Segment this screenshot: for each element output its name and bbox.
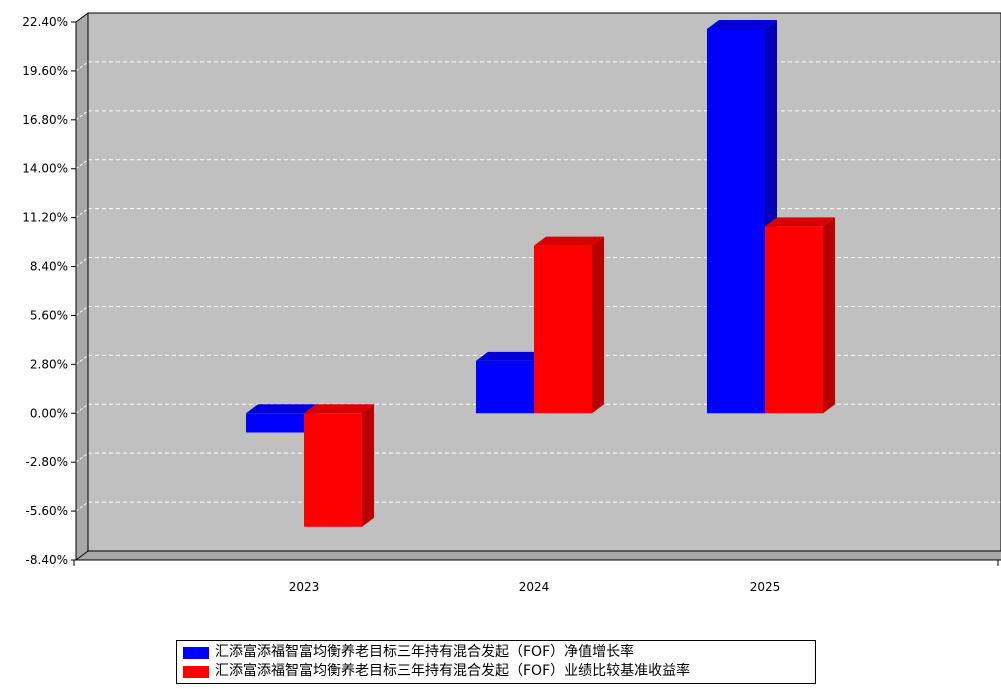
grid-line-side (75, 110, 89, 121)
grid-line-side (75, 61, 89, 72)
bar-series-1-2025 (707, 28, 765, 414)
bar-top-series-1-2025 (707, 19, 777, 29)
y-tick-label: 0.00% (30, 406, 68, 420)
legend-item-series-1: 汇添富添福智富均衡养老目标三年持有混合发起（FOF）净值增长率 (183, 643, 809, 662)
plot-floor (76, 551, 1001, 560)
y-tick-label: 14.00% (22, 162, 68, 176)
legend-label-series-2: 汇添富添福智富均衡养老目标三年持有混合发起（FOF）业绩比较基准收益率 (215, 663, 691, 679)
y-tick-label: 2.80% (30, 357, 68, 371)
grid-line-side (75, 354, 89, 365)
plot-left-wall (76, 13, 88, 560)
grid-line-side (75, 452, 89, 463)
y-tick-label: 22.40% (22, 15, 68, 29)
y-tick-label: -5.60% (26, 504, 68, 518)
x-tick-label: 2023 (289, 580, 320, 594)
axis-edge (75, 12, 89, 23)
legend-label-series-1: 汇添富添福智富均衡养老目标三年持有混合发起（FOF）净值增长率 (215, 644, 635, 660)
bar-side-series-2-2023 (362, 404, 374, 527)
legend-swatch-series-1 (183, 646, 209, 659)
grid-line-side (75, 159, 89, 170)
x-tick-label: 2024 (519, 580, 550, 594)
bar-series-1-2024 (476, 360, 534, 414)
bar-series-2-2024 (534, 245, 592, 414)
bar-side-series-2-2025 (823, 217, 835, 414)
y-tick-label: -2.80% (26, 455, 68, 469)
bar-series-2-2025 (765, 226, 823, 414)
bar-top-series-2-2024 (534, 236, 604, 246)
axis-edge (75, 550, 89, 561)
grid-line-side (75, 403, 89, 414)
legend: 汇添富添福智富均衡养老目标三年持有混合发起（FOF）净值增长率 汇添富添福智富均… (176, 640, 816, 684)
legend-swatch-series-2 (183, 665, 209, 678)
y-tick-label: 19.60% (22, 64, 68, 78)
x-tick-label: 2025 (750, 580, 781, 594)
legend-item-series-2: 汇添富添福智富均衡养老目标三年持有混合发起（FOF）业绩比较基准收益率 (183, 662, 809, 681)
grid-line-side (75, 501, 89, 512)
grid-line-side (75, 306, 89, 316)
bar-series-1-2023 (246, 413, 304, 433)
plot-border (87, 12, 1001, 552)
bar-top-series-1-2023 (246, 404, 316, 414)
bar-top-series-2-2025 (765, 217, 835, 227)
y-tick-label: 8.40% (30, 260, 68, 274)
y-tick-label: 11.20% (22, 211, 68, 225)
bar-series-2-2023 (304, 413, 362, 527)
bar-top-series-1-2024 (476, 351, 546, 361)
bar-side-series-2-2024 (592, 236, 604, 414)
y-tick-label: 16.80% (22, 113, 68, 127)
bar-top-series-2-2023 (304, 404, 374, 414)
grid-line-side (75, 257, 89, 267)
y-tick-label: 5.60% (30, 308, 68, 322)
y-tick-label: -8.40% (26, 553, 68, 567)
grid-line-side (75, 208, 89, 219)
